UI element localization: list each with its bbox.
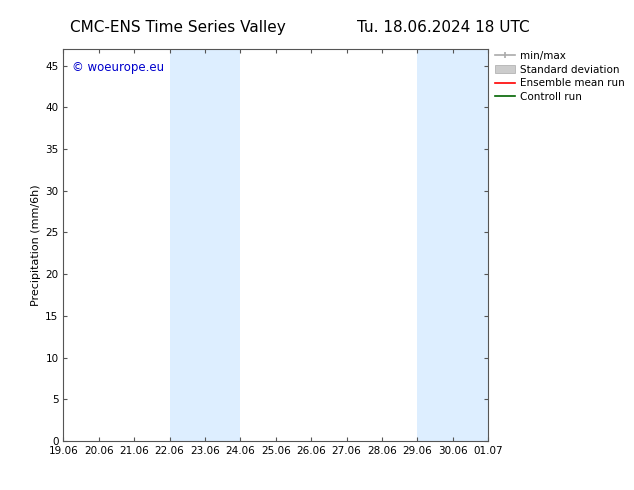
Y-axis label: Precipitation (mm/6h): Precipitation (mm/6h): [31, 184, 41, 306]
Text: © woeurope.eu: © woeurope.eu: [72, 61, 164, 74]
Text: CMC-ENS Time Series Valley: CMC-ENS Time Series Valley: [70, 20, 285, 35]
Bar: [417, 49, 488, 441]
Text: Tu. 18.06.2024 18 UTC: Tu. 18.06.2024 18 UTC: [358, 20, 530, 35]
Bar: [169, 49, 240, 441]
Legend: min/max, Standard deviation, Ensemble mean run, Controll run: min/max, Standard deviation, Ensemble me…: [493, 49, 626, 104]
